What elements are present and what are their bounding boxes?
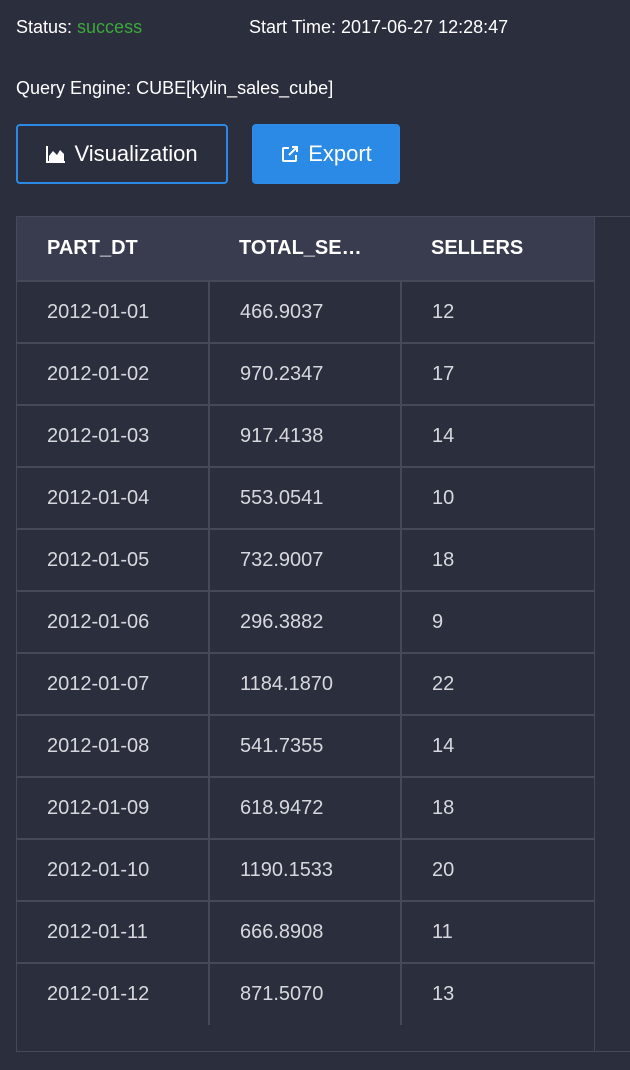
status-line: Status: success [16,16,142,38]
cell-total-sold: 732.9007 [209,528,402,591]
cell-total-sold: 871.5070 [209,962,402,1025]
column-header-part-dt[interactable]: PART_DT [17,217,209,281]
status-label: Status: [16,17,73,37]
cell-part-dt: 2012-01-09 [17,776,210,839]
cell-total-sold: 666.8908 [209,900,402,963]
cell-part-dt: 2012-01-07 [17,652,210,715]
query-engine-value: CUBE[kylin_sales_cube] [136,78,334,98]
column-header-sellers[interactable]: SELLERS [401,217,594,281]
cell-part-dt: 2012-01-03 [17,404,210,467]
start-time-value: 2017-06-27 12:28:47 [341,17,509,37]
visualization-button[interactable]: Visualization [16,124,228,184]
start-time-label: Start Time: [249,17,337,37]
cell-total-sold: 970.2347 [209,342,402,405]
table-row: 2012-01-11 666.8908 11 [17,900,594,963]
cell-part-dt: 2012-01-12 [17,962,210,1025]
table-row: 2012-01-06 296.3882 9 [17,590,594,653]
cell-total-sold: 466.9037 [209,280,402,343]
cell-part-dt: 2012-01-01 [17,280,210,343]
cell-sellers: 22 [401,652,594,715]
table-body: 2012-01-01 466.9037 12 2012-01-02 970.23… [17,280,594,1025]
export-button-label: Export [308,141,372,166]
cell-sellers: 13 [401,962,594,1025]
cell-part-dt: 2012-01-04 [17,466,210,529]
cell-sellers: 18 [401,528,594,591]
cell-total-sold: 541.7355 [209,714,402,777]
area-chart-icon [46,145,66,163]
table-row: 2012-01-04 553.0541 10 [17,466,594,529]
table-right-divider [594,217,595,1051]
export-button[interactable]: Export [252,124,400,184]
visualization-button-label: Visualization [74,141,198,166]
cell-total-sold: 1184.1870 [209,652,402,715]
cell-total-sold: 917.4138 [209,404,402,467]
cell-sellers: 10 [401,466,594,529]
table-row: 2012-01-02 970.2347 17 [17,342,594,405]
cell-total-sold: 618.9472 [209,776,402,839]
column-header-total-sold[interactable]: TOTAL_SE… [209,217,401,281]
status-value: success [77,17,143,37]
cell-sellers: 20 [401,838,594,901]
cell-part-dt: 2012-01-06 [17,590,210,653]
table-row: 2012-01-01 466.9037 12 [17,280,594,343]
table-row: 2012-01-10 1190.1533 20 [17,838,594,901]
cell-sellers: 17 [401,342,594,405]
cell-sellers: 14 [401,404,594,467]
start-time-line: Start Time: 2017-06-27 12:28:47 [249,16,508,38]
cell-total-sold: 553.0541 [209,466,402,529]
table-row: 2012-01-05 732.9007 18 [17,528,594,591]
query-engine-line: Query Engine: CUBE[kylin_sales_cube] [16,77,333,99]
cell-part-dt: 2012-01-11 [17,900,210,963]
cell-sellers: 12 [401,280,594,343]
results-table: PART_DT TOTAL_SE… SELLERS 2012-01-01 466… [17,217,594,1025]
cell-total-sold: 296.3882 [209,590,402,653]
query-engine-label: Query Engine: [16,78,132,98]
cell-part-dt: 2012-01-02 [17,342,210,405]
external-link-icon [280,144,300,164]
table-row: 2012-01-12 871.5070 13 [17,962,594,1025]
cell-part-dt: 2012-01-08 [17,714,210,777]
cell-part-dt: 2012-01-10 [17,838,210,901]
table-row: 2012-01-08 541.7355 14 [17,714,594,777]
cell-sellers: 9 [401,590,594,653]
cell-total-sold: 1190.1533 [209,838,402,901]
table-header-row: PART_DT TOTAL_SE… SELLERS [17,217,594,281]
cell-sellers: 14 [401,714,594,777]
cell-sellers: 11 [401,900,594,963]
table-row: 2012-01-07 1184.1870 22 [17,652,594,715]
results-table-container[interactable]: PART_DT TOTAL_SE… SELLERS 2012-01-01 466… [16,216,630,1052]
cell-part-dt: 2012-01-05 [17,528,210,591]
table-row: 2012-01-03 917.4138 14 [17,404,594,467]
cell-sellers: 18 [401,776,594,839]
table-row: 2012-01-09 618.9472 18 [17,776,594,839]
